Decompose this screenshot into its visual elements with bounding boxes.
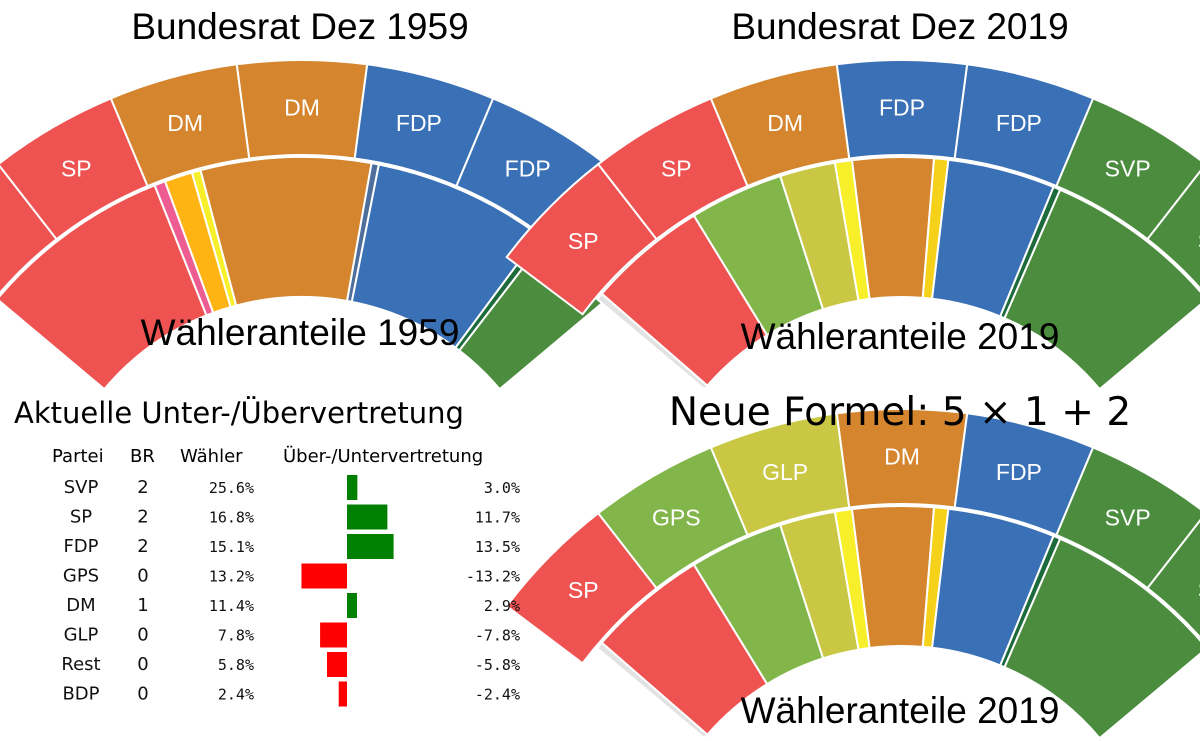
seat-2019-label: SVP <box>1105 156 1151 182</box>
table-cell-party: BDP <box>62 684 99 705</box>
table-cell-party: DM <box>66 595 95 616</box>
diff-bar <box>301 563 347 589</box>
table-cell-voters: 15.1% <box>209 538 254 556</box>
title-votes-2019-bottom: Wähleranteile 2019 <box>740 690 1060 731</box>
seat-new-label: SVP <box>1105 505 1151 531</box>
table-cell-party: SP <box>70 507 92 528</box>
vote-arc-2019 <box>595 156 1200 391</box>
table-cell-br: 2 <box>137 477 148 498</box>
seat-2019-label: DM <box>767 110 803 136</box>
title-seats-2019: Bundesrat Dez 2019 <box>731 6 1069 47</box>
title-votes-2019: Wähleranteile 2019 <box>740 316 1060 357</box>
seat-2019-label: FDP <box>879 95 925 121</box>
seat-1959-label: FDP <box>396 110 442 136</box>
table-cell-party: Rest <box>61 654 100 675</box>
diff-bar <box>326 652 347 677</box>
title-votes-1959: Wähleranteile 1959 <box>140 312 460 353</box>
table-cell-voters: 5.8% <box>218 656 254 674</box>
diff-bar <box>320 622 347 648</box>
table-cell-diff: -2.4% <box>475 686 520 704</box>
seat-new-label: GLP <box>762 459 808 485</box>
seat-new-svp <box>1146 518 1200 639</box>
table-cell-br: 1 <box>137 595 148 616</box>
table-cell-br: 0 <box>137 625 148 646</box>
table-header-1: BR <box>130 446 155 467</box>
table-cell-br: 0 <box>137 684 148 705</box>
vote-arc-1959 <box>0 156 609 391</box>
table-cell-party: SVP <box>64 477 99 498</box>
diff-bar <box>347 475 358 500</box>
diff-bar <box>347 504 388 530</box>
representation-table: Partei BR Wähler Über-/Untervertretung SVP 2 2… <box>52 445 520 707</box>
table-cell-diff: 2.9% <box>484 597 520 615</box>
seat-2019-label: SVP <box>1198 228 1200 254</box>
table-cell-voters: 16.8% <box>209 509 254 527</box>
title-table: Aktuelle Unter-/Übervertretung <box>14 396 464 430</box>
table-cell-voters: 25.6% <box>209 479 254 497</box>
seat-1959-label: DM <box>167 110 203 136</box>
table-cell-diff: -13.2% <box>466 568 520 586</box>
seat-1959-label: SP <box>61 156 92 182</box>
table-header-3: Über-/Untervertretung <box>283 445 483 467</box>
table-cell-party: GLP <box>64 625 99 646</box>
diff-bar <box>347 534 394 559</box>
seat-2019-label: FDP <box>996 110 1042 136</box>
table-cell-diff: 11.7% <box>475 509 520 527</box>
table-cell-br: 2 <box>137 536 148 557</box>
table-cell-br: 0 <box>137 654 148 675</box>
seat-new-label: DM <box>884 444 920 470</box>
title-seats-1959: Bundesrat Dez 1959 <box>131 6 469 47</box>
seat-new-label: SVP <box>1198 577 1200 603</box>
table-header-0: Partei <box>52 446 104 467</box>
table-cell-diff: 13.5% <box>475 538 520 556</box>
vote-arc-2019-bottom <box>595 505 1200 740</box>
title-new-formula: Neue Formel: 5 × 1 + 2 <box>668 390 1132 435</box>
table-cell-voters: 2.4% <box>218 686 254 704</box>
seat-2019-svp <box>1146 169 1200 290</box>
table-cell-diff: 3.0% <box>484 479 520 497</box>
table-cell-party: GPS <box>63 566 99 587</box>
diff-bar <box>347 593 358 618</box>
seat-1959-label: FDP <box>505 156 551 182</box>
table-cell-diff: -7.8% <box>475 627 520 645</box>
seat-arc-2019: SP SP DM FDP FDP SVP SVP <box>505 59 1200 316</box>
seat-2019-label: SP <box>661 156 692 182</box>
seat-new-label: SP <box>568 577 599 603</box>
table-cell-voters: 7.8% <box>218 627 254 645</box>
seat-new-label: GPS <box>652 505 701 531</box>
table-cell-party: FDP <box>63 536 98 557</box>
seat-new-label: FDP <box>996 459 1042 485</box>
table-cell-br: 0 <box>137 566 148 587</box>
table-cell-diff: -5.8% <box>475 656 520 674</box>
seat-1959-label: DM <box>284 95 320 121</box>
seat-arc-new-formula: SP GPS GLP DM FDP SVP SVP <box>505 408 1200 665</box>
table-header-2: Wähler <box>180 446 243 467</box>
diff-bar <box>338 681 347 707</box>
table-cell-voters: 11.4% <box>209 597 254 615</box>
vote-2019-svp <box>1003 188 1200 391</box>
table-cell-voters: 13.2% <box>209 568 254 586</box>
seat-2019-label: SP <box>568 228 599 254</box>
vote-2019b-svp <box>1003 537 1200 740</box>
table-cell-br: 2 <box>137 507 148 528</box>
